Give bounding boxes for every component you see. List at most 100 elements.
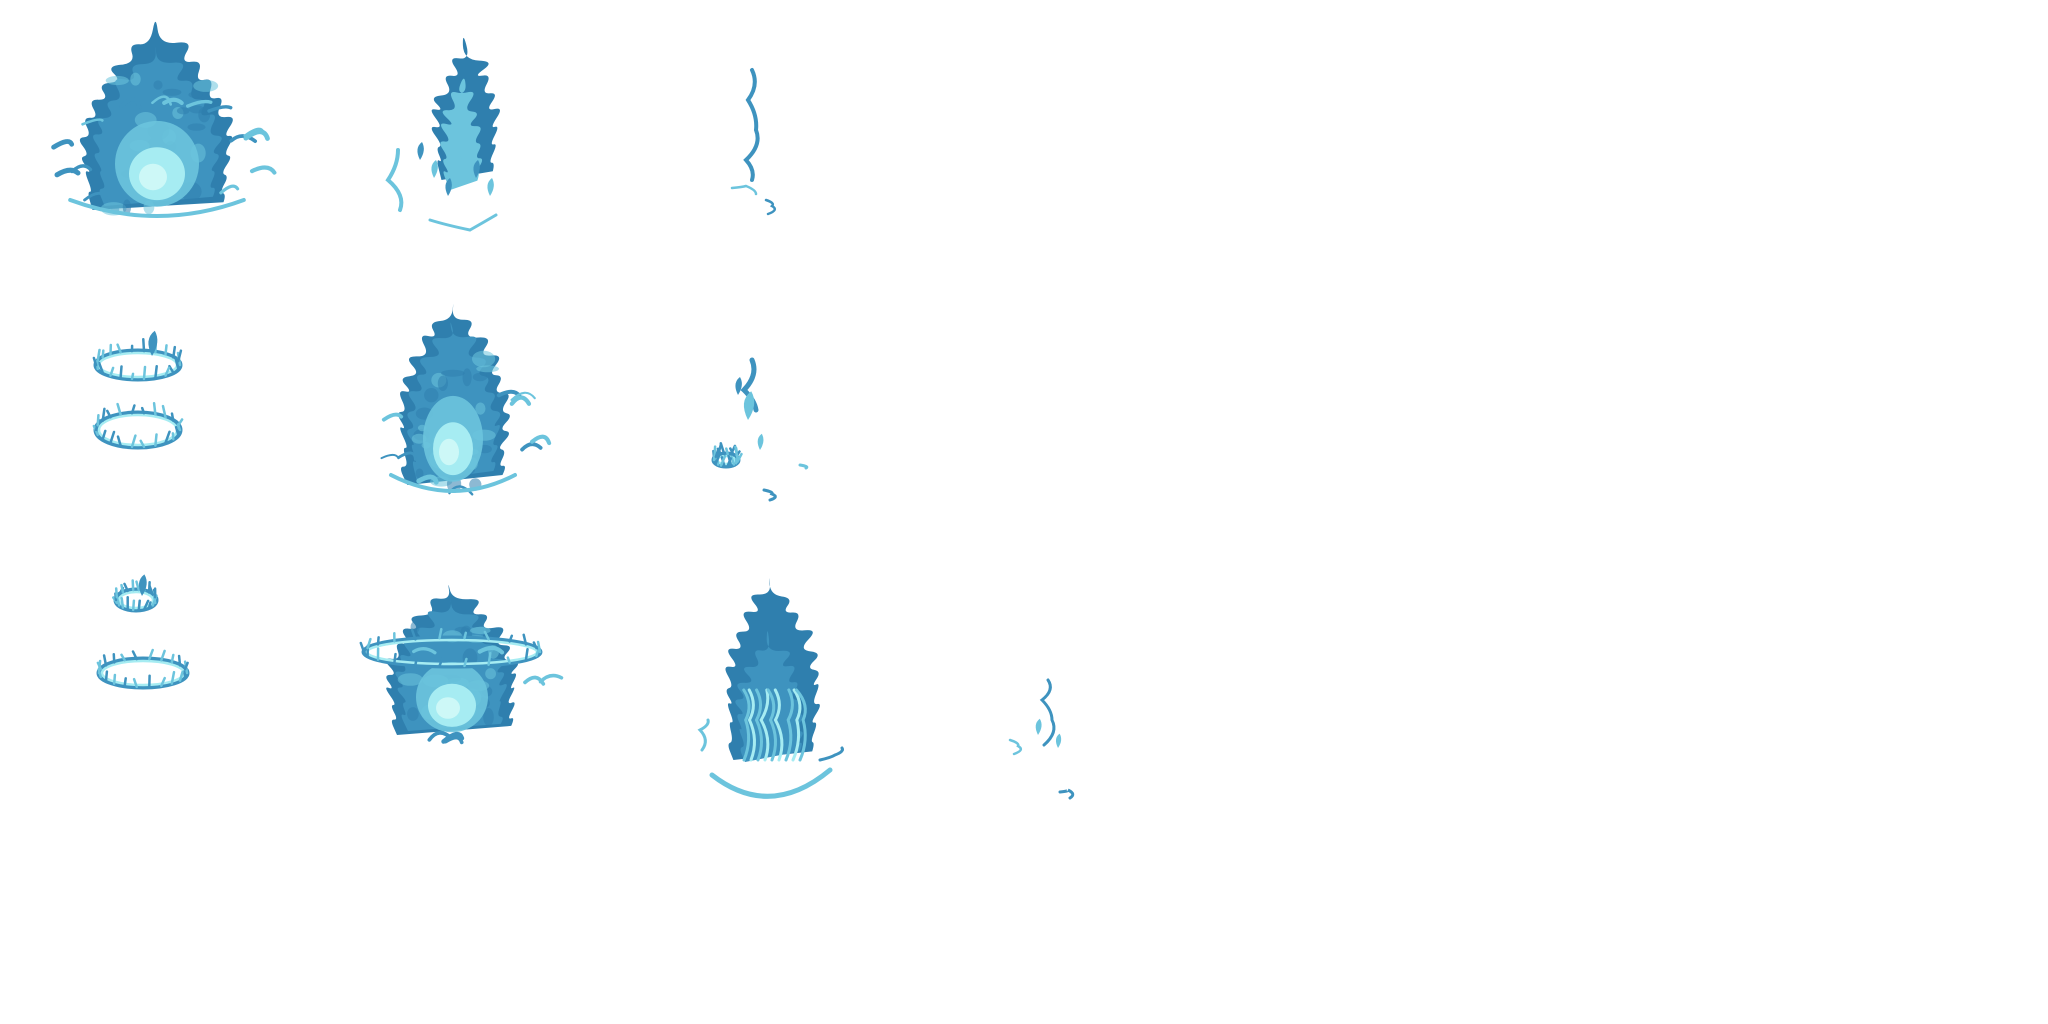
flame-texture: [397, 673, 423, 686]
ring-spike: [376, 636, 380, 646]
ember-swirl: [51, 139, 75, 150]
ring-spike: [101, 349, 105, 359]
ring-spike: [96, 348, 101, 363]
frame-r3c1: [50, 570, 350, 860]
flame-fragment: [148, 330, 158, 356]
ring-spike: [148, 648, 154, 661]
base-arc: [68, 198, 246, 218]
flame-texture: [187, 123, 206, 131]
ring-spike: [101, 407, 106, 423]
ring-spike: [414, 655, 419, 666]
flame-sprite: [96, 574, 190, 690]
ring-spike: [123, 582, 129, 593]
flame-texture: [130, 72, 141, 86]
flame-texture: [475, 402, 486, 415]
ring-spike: [142, 338, 146, 353]
ring-spike: [719, 454, 727, 467]
flame-fragment: [1035, 718, 1042, 735]
flame-fragment: [473, 160, 480, 178]
ember-swirl: [151, 95, 172, 106]
ring-spike: [487, 651, 492, 666]
ring-spike: [716, 447, 723, 456]
ember-swirl: [538, 673, 564, 684]
ember-swirl: [219, 184, 240, 195]
flame-core-hot: [139, 163, 167, 191]
ember-swirl: [186, 99, 213, 108]
ring-spike: [164, 344, 168, 356]
ring-spike: [161, 404, 167, 419]
flame-streak: [759, 688, 770, 762]
ring-spike: [120, 596, 125, 609]
ring-spike: [174, 357, 180, 371]
ring-spike: [172, 345, 177, 359]
ember-swirl: [54, 167, 81, 178]
ring-spike: [535, 649, 540, 658]
ring-spike: [130, 434, 137, 449]
ember-swirl: [83, 191, 110, 202]
flame-texture: [441, 369, 465, 377]
ring-spike: [438, 627, 443, 640]
ring-spike: [148, 584, 155, 596]
ring-spike: [177, 654, 182, 667]
frame-r3c4: [960, 570, 1260, 860]
flame-fragment: [735, 377, 742, 395]
ring-spike: [410, 628, 417, 641]
ring-spike: [147, 601, 152, 609]
wisp-tail: [730, 184, 758, 196]
ring-spike: [101, 429, 107, 441]
ember-swirl: [70, 164, 93, 174]
frame-r3c2: [359, 570, 670, 860]
ember-swirl: [520, 442, 543, 452]
flame-texture: [411, 433, 427, 444]
ring-spike: [170, 412, 175, 423]
flame-fragment: [417, 142, 424, 160]
ring-spike: [719, 442, 726, 456]
frame-r2c2: [370, 290, 670, 580]
ring-spike: [112, 673, 117, 685]
ring-spike: [109, 366, 115, 377]
flame-mid: [440, 78, 483, 190]
ring-spike: [154, 365, 158, 379]
ring-spike: [174, 425, 180, 437]
ring-spike: [114, 587, 119, 599]
ring-spike: [736, 452, 743, 463]
flame-fragment: [757, 433, 764, 450]
ring-spike: [359, 641, 366, 654]
ring-spike: [522, 633, 528, 646]
ring-spike: [532, 641, 538, 650]
flame-fragment: [445, 178, 452, 196]
ring-spike: [106, 409, 112, 419]
ember-swirl: [441, 731, 465, 744]
flame-fragment: [459, 142, 466, 160]
ring-spike: [164, 366, 171, 377]
flame-texture: [188, 91, 203, 99]
ring-spike: [131, 650, 138, 661]
ember-swirl: [243, 129, 270, 141]
ring-top-outer: [93, 348, 183, 382]
frame-r3c3: [660, 570, 960, 860]
flame-texture: [472, 350, 496, 368]
ring-spike: [92, 356, 98, 367]
ring-spike: [438, 657, 444, 668]
ring-small-inner: [117, 590, 155, 610]
flame-texture: [462, 368, 472, 387]
flame-streak: [742, 688, 751, 762]
frame-r1c1: [50, 10, 350, 300]
swirl-left: [385, 148, 404, 212]
wisp-spark: [798, 463, 809, 470]
flame-streak: [784, 688, 794, 762]
flame-streak: [747, 688, 756, 762]
ring-spike: [729, 447, 736, 457]
ember-swirl: [412, 647, 437, 655]
flame-core-hot: [439, 438, 459, 466]
frame-r2c3: [660, 290, 960, 580]
ring-spike: [393, 652, 397, 664]
wisp-line: [1039, 678, 1056, 747]
flame-texture: [198, 107, 211, 123]
ring-spike: [160, 676, 166, 687]
ring-spike: [131, 599, 136, 612]
flame-texture: [193, 79, 219, 92]
ring-spike: [140, 406, 146, 415]
flame-texture: [105, 75, 129, 86]
